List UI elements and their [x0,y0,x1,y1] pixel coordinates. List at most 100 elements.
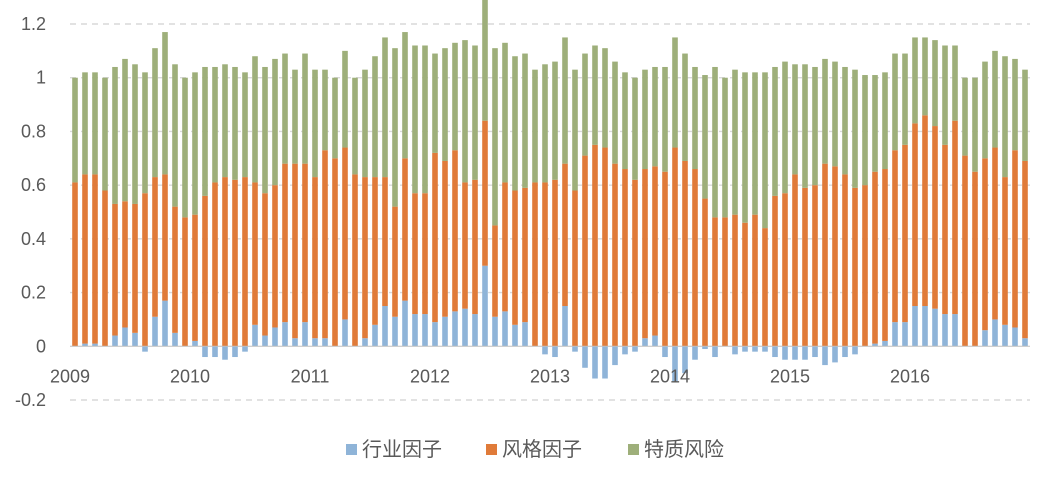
bar-segment-idio [642,69,648,170]
bar-segment-idio [142,72,148,194]
bar-segment-style [792,174,798,347]
bar-segment-idio [542,64,548,183]
bar-segment-industry [582,346,588,368]
bar-segment-idio [222,64,228,178]
bar-segment-style [992,147,998,320]
bar-segment-industry [192,340,198,347]
bar-segment-idio [902,53,908,145]
bar-segment-industry [402,300,408,347]
bar-segment-industry [812,346,818,358]
bar-segment-idio [712,66,718,218]
bar-segment-idio [482,0,488,121]
bar-segment-industry [92,343,98,347]
bar-segment-industry [832,346,838,363]
bar-segment-idio [742,72,748,223]
bar-segment-idio [922,37,928,116]
bar-segment-idio [242,72,248,178]
bar-segment-style [652,166,658,336]
bar-segment-idio [292,69,298,164]
bar-segment-style [82,174,88,344]
bar-segment-idio [402,32,408,159]
bar-segment-style [942,144,948,315]
bar-segment-style [882,169,888,341]
bar-segment-idio [82,72,88,175]
bar-segment-style [672,147,678,347]
bar-segment-idio [432,53,438,153]
bar-segment-style [102,190,108,347]
bar-segment-style [572,190,578,347]
bar-segment-style [712,217,718,347]
bar-segment-style [832,166,838,347]
bar-segment-industry [252,324,258,347]
bar-segment-style [602,147,608,347]
bar-segment-style [912,123,918,307]
bar-segment-style [422,193,428,315]
bar-segment-idio [462,40,468,183]
bar-segment-idio [672,37,678,148]
bar-segment-style [462,182,468,309]
bar-segment-idio [662,66,668,172]
bar-segment-industry [622,346,628,355]
bar-segment-industry [882,340,888,347]
bar-segment-idio [992,50,998,148]
bar-segment-industry [452,311,458,347]
bar-segment-style [902,144,908,323]
bar-segment-style [842,174,848,347]
bar-segment-idio [722,77,728,218]
bar-segment-style [852,187,858,347]
bar-segment-style [622,169,628,347]
bar-segment-style [1012,150,1018,328]
bar-segment-industry [572,346,578,352]
bar-segment-style [472,179,478,315]
bar-segment-industry [472,314,478,347]
bar-segment-idio [422,45,428,194]
bar-segment-idio [532,69,538,183]
bar-segment-industry [922,306,928,347]
bar-segment-style [392,206,398,317]
y-tick-label: -0.2 [15,390,46,410]
bar-segment-industry [232,346,238,358]
bar-segment-idio [782,61,788,194]
bar-segment-idio [912,37,918,124]
bar-segment-style [302,163,308,323]
bar-segment-industry [792,346,798,360]
bar-segment-idio [332,77,338,159]
bar-segment-style [192,214,198,341]
bar-segment-style [252,182,258,325]
bar-segment-idio [252,56,258,183]
bar-segment-industry [642,338,648,347]
bar-segment-idio [182,77,188,218]
bar-segment-idio [122,58,128,202]
bar-segment-style [112,203,118,336]
y-tick-label: 0.6 [21,175,46,195]
bar-segment-industry [422,314,428,347]
bar-segment-style [872,171,878,344]
bar-segment-style [382,177,388,306]
axis-layer: -0.2 0 0.2 0.4 0.6 0.8 1 1.2 2009 2010 2011 2012 201… [15,14,1030,410]
bar-segment-style [542,182,548,347]
bar-segment-industry [552,346,558,358]
bar-segment-industry [1022,338,1028,347]
bar-segment-idio [982,61,988,159]
bar-segment-style [122,201,128,328]
x-tick-label: 2015 [770,366,810,386]
x-tick-label: 2011 [291,366,330,386]
bar-segment-style [642,169,648,339]
bar-segment-industry [652,335,658,347]
bar-segment-idio [262,66,268,194]
x-tick-label: 2012 [410,366,450,386]
bar-segment-style [692,169,698,347]
bar-segment-idio [72,77,78,183]
bar-segment-industry [732,346,738,355]
bar-segment-style [782,193,788,347]
bar-segment-idio [212,66,218,183]
bar-segment-idio [622,72,628,170]
bar-segment-industry [662,346,668,358]
bar-segment-style [272,185,278,328]
bar-segment-style [962,155,968,347]
bar-segment-industry [952,314,958,347]
bar-segment-style [582,155,588,347]
y-tick-label: 1 [36,68,46,88]
bar-segment-industry [132,332,138,347]
bar-segment-industry [212,346,218,358]
